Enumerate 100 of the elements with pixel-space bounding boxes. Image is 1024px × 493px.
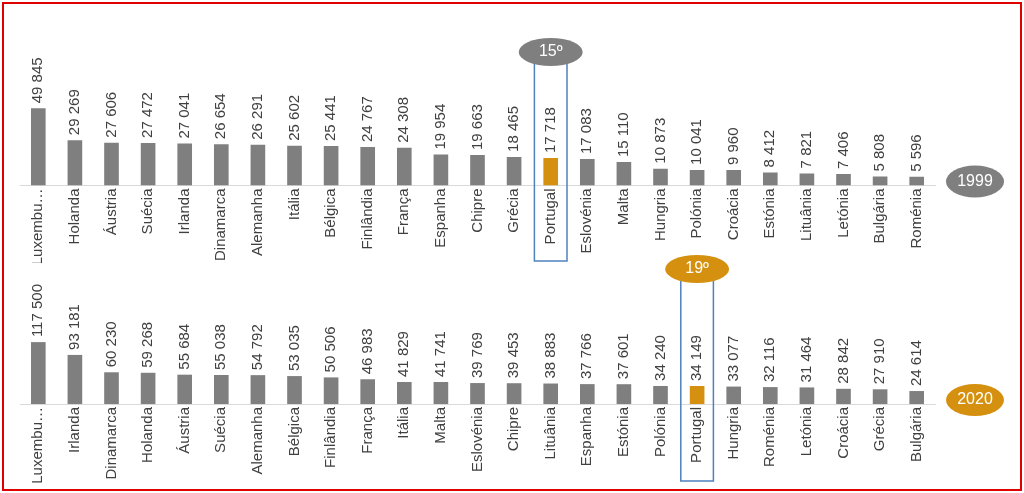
x-tick-label: Alemanha [248, 187, 266, 257]
bar [799, 173, 815, 186]
x-tick-label: Irlanda [174, 187, 192, 235]
data-label: 7 821 [797, 130, 815, 169]
data-label: 55 684 [174, 323, 192, 370]
bar [213, 375, 229, 404]
bar [579, 384, 595, 404]
x-tick-label: Áustria [101, 187, 119, 236]
bar [689, 169, 705, 186]
x-tick-label: Espanha [577, 406, 595, 467]
bar [213, 144, 229, 186]
bar [909, 176, 925, 186]
bar [689, 386, 705, 404]
data-label: 5 808 [870, 133, 888, 172]
data-label: 37 766 [577, 333, 595, 380]
x-tick-label: Irlanda [65, 406, 83, 453]
bar [104, 372, 119, 404]
data-label: 27 910 [870, 338, 888, 385]
x-tick-label: Itália [394, 406, 412, 439]
x-tick-label: Finlândia [321, 406, 339, 468]
bar [836, 388, 851, 404]
bar [396, 147, 412, 186]
bar [177, 374, 193, 404]
bar [653, 385, 668, 404]
bar [140, 142, 156, 186]
data-label: 55 038 [211, 324, 229, 371]
x-tick-label: Luxembu… [28, 407, 46, 484]
data-label: 10 041 [687, 119, 705, 165]
data-label: 46 983 [357, 328, 375, 375]
bar [616, 384, 632, 404]
data-label: 117 500 [28, 284, 46, 338]
x-tick-label: Bélgica [284, 406, 302, 457]
x-tick-label: Alemanha [248, 406, 266, 475]
bar [470, 383, 485, 404]
data-label: 26 291 [248, 93, 266, 140]
data-label: 9 960 [723, 127, 741, 166]
x-tick-label: Letónia [797, 406, 815, 457]
x-tick-label: Estónia [614, 406, 632, 458]
x-tick-label: Bulgária [870, 187, 888, 244]
text: 15º [538, 42, 563, 60]
data-label: 34 149 [687, 335, 705, 382]
data-label: 32 116 [760, 337, 778, 383]
x-tick-label: Polónia [687, 187, 705, 239]
data-label: 31 464 [797, 336, 815, 383]
bar [177, 143, 193, 186]
data-label: 27 472 [138, 92, 156, 138]
x-tick-label: Holanda [138, 406, 156, 463]
x-tick-label: Eslovénia [577, 187, 595, 254]
bar [360, 147, 376, 186]
x-tick-label: Hungria [723, 406, 741, 460]
bar [616, 162, 632, 186]
data-label: 33 077 [723, 335, 741, 382]
bar [250, 144, 266, 186]
x-tick-label: Portugal [687, 407, 705, 463]
bar [726, 386, 742, 404]
bar [653, 168, 668, 186]
x-tick-label: Suécia [138, 187, 156, 235]
x-tick-label: Chipre [504, 407, 522, 452]
x-tick-label: Malta [431, 406, 449, 444]
x-tick-label: Polónia [650, 406, 668, 458]
bar [726, 170, 742, 186]
text: 19º [685, 259, 710, 277]
data-label: 17 083 [577, 108, 595, 155]
data-label: 18 465 [504, 105, 522, 152]
bar [140, 372, 156, 404]
data-label: 25 441 [321, 95, 339, 142]
data-label: 54 792 [248, 324, 266, 371]
data-label: 39 453 [504, 332, 522, 379]
bar [543, 383, 559, 404]
data-label: 25 602 [284, 94, 302, 141]
data-label: 38 883 [540, 332, 558, 379]
data-label: 53 035 [284, 325, 302, 372]
x-tick-label: Eslovénia [467, 406, 485, 473]
bar [433, 154, 449, 186]
x-tick-label: Bulgária [906, 406, 924, 463]
x-tick-label: Roménia [760, 406, 778, 468]
x-tick-label: Grécia [870, 406, 888, 452]
x-tick-label: Áustria [174, 406, 192, 454]
bar [30, 342, 46, 404]
data-label: 49 845 [28, 57, 46, 104]
x-tick-label: Lituânia [540, 406, 558, 460]
bar [323, 146, 339, 186]
bar [762, 172, 778, 186]
data-label: 15 110 [614, 112, 632, 158]
bar [762, 387, 778, 404]
data-label: 10 873 [650, 117, 668, 164]
bar [30, 108, 46, 186]
x-tick-label: Itália [284, 187, 302, 221]
bar [872, 176, 888, 186]
bar [543, 158, 559, 186]
data-label: 24 614 [906, 340, 924, 387]
bar [360, 379, 376, 404]
data-label: 39 769 [467, 332, 485, 379]
data-label: 60 230 [101, 321, 119, 368]
data-label: 41 829 [394, 331, 412, 377]
bar [287, 145, 302, 186]
x-tick-label: Estónia [760, 187, 778, 239]
x-tick-label: Finlândia [357, 187, 375, 250]
x-tick-label: Croácia [723, 187, 741, 241]
data-label: 41 741 [431, 331, 449, 378]
